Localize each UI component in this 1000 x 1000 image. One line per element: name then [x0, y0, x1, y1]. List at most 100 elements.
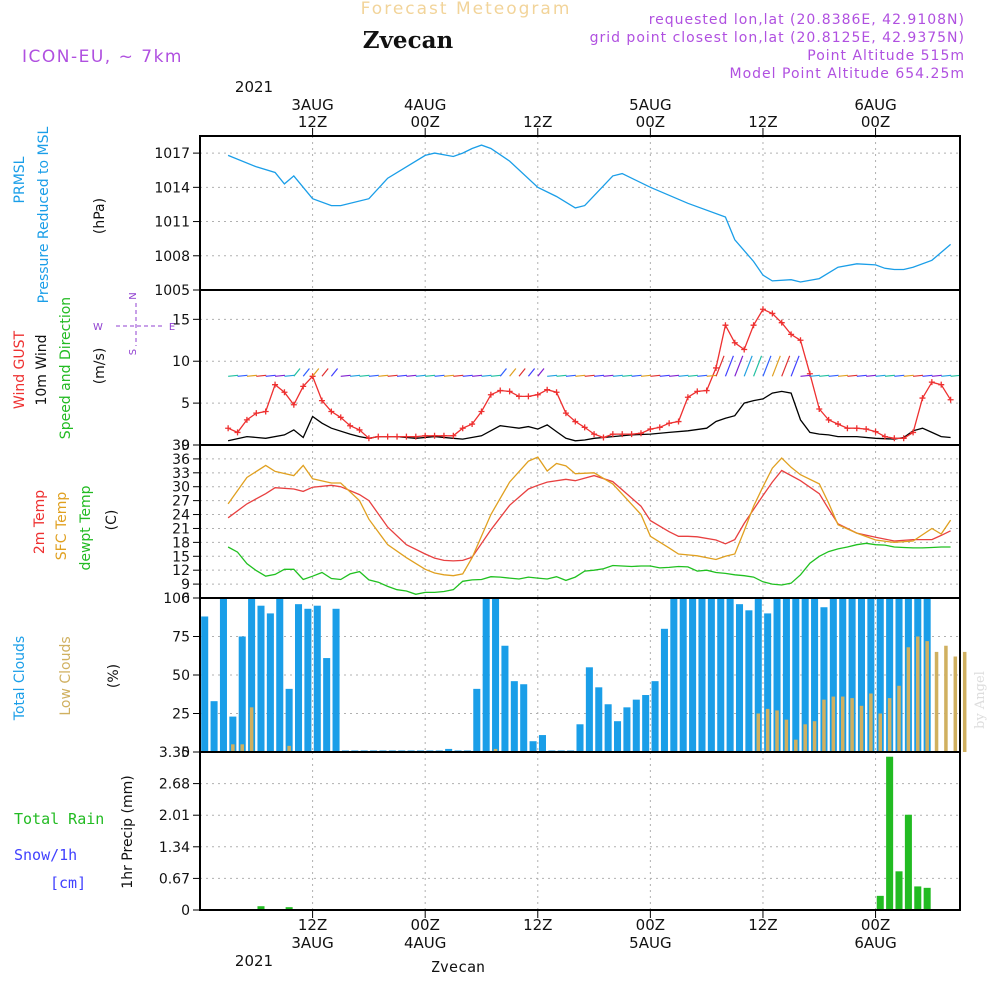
- wind-ytick-label-0: 0: [181, 438, 190, 454]
- gust-marker: [365, 435, 372, 442]
- wind-direction-arrow: [950, 374, 961, 377]
- total-cloud-bar: [229, 716, 237, 752]
- temperature-ytick-label-2: 12: [172, 563, 190, 579]
- gust-marker: [722, 322, 729, 329]
- total-cloud-bar: [895, 598, 903, 752]
- total-cloud-bar: [482, 598, 490, 752]
- total-cloud-bar: [642, 695, 650, 752]
- gust-marker: [759, 306, 766, 313]
- clouds-unit-label: (%): [106, 664, 122, 688]
- footer-location: Zvecan: [431, 958, 485, 976]
- pressure-ytick-label-1: 1008: [154, 249, 190, 265]
- top-hour-t12b: 12Z: [523, 113, 552, 131]
- wind-direction-arrow: [434, 374, 445, 377]
- wind-direction-arrow: [518, 368, 526, 377]
- total-cloud-bar: [313, 605, 321, 752]
- wind-direction-arrow: [425, 374, 436, 377]
- precip-ytick-label-2: 1.34: [159, 840, 190, 856]
- total-cloud-bar: [520, 684, 528, 752]
- gust-marker: [684, 394, 691, 401]
- gust-marker: [506, 388, 513, 395]
- gust-marker: [938, 381, 945, 388]
- wind-direction-arrow: [490, 374, 501, 377]
- wind-direction-arrow: [800, 374, 811, 377]
- temperature-line-sfc-temp: [227, 456, 952, 577]
- wind-direction-arrow: [913, 374, 924, 377]
- wind-direction-arrow: [359, 374, 370, 377]
- gust-marker: [450, 432, 457, 439]
- gust-marker: [422, 432, 429, 439]
- bottom-date-t12a: 3AUG: [291, 934, 333, 952]
- model-label: ICON-EU, ~ 7km: [22, 47, 183, 67]
- location-title: Zvecan: [363, 27, 454, 54]
- wind-direction-arrow: [499, 368, 507, 377]
- clouds-ytick-label-0: 0: [181, 745, 190, 761]
- wind-direction-arrow: [828, 374, 839, 377]
- wind-direction-arrow: [284, 374, 295, 377]
- wind-direction-arrow: [275, 374, 286, 377]
- low-cloud-bar: [249, 707, 254, 752]
- gust-marker: [694, 388, 701, 395]
- temperature-ytick-label-0: 6: [181, 591, 190, 607]
- gust-marker: [675, 418, 682, 425]
- total-cloud-bar: [754, 598, 762, 752]
- precip-unit-label: 1hr Precip (mm): [120, 775, 136, 888]
- total-cloud-bar: [473, 688, 481, 752]
- clouds-panel: 0 25 50 75 100: [163, 591, 967, 761]
- total-cloud-bar: [717, 598, 725, 752]
- precip-ytick-label-3: 2.01: [159, 808, 190, 824]
- rain-bar: [895, 871, 903, 910]
- total-cloud-bar: [276, 598, 284, 752]
- gust-marker: [647, 426, 654, 433]
- total-cloud-bar: [585, 667, 593, 752]
- wind-direction-arrow: [866, 374, 877, 377]
- gust-marker: [741, 346, 748, 353]
- gust-marker: [816, 405, 823, 412]
- wind10-label: 10m Wind: [34, 334, 50, 405]
- wind-direction-arrow: [350, 374, 361, 377]
- top-hour-t00a: 00Z: [410, 113, 439, 131]
- total-cloud-bar: [257, 605, 265, 752]
- gust-marker: [835, 421, 842, 428]
- wind-direction-arrow: [837, 374, 849, 377]
- total-cloud-bar: [829, 598, 837, 752]
- gust-marker: [591, 431, 598, 438]
- wind-direction-arrow: [687, 374, 698, 377]
- gust-marker: [375, 433, 382, 440]
- wind-direction-arrow: [715, 355, 725, 377]
- wind-direction-arrow: [809, 374, 820, 377]
- low-cloud-bar: [784, 719, 789, 752]
- rain-bar: [285, 907, 293, 910]
- total-cloud-bar: [248, 598, 256, 752]
- gust-marker: [525, 393, 532, 400]
- temperature-ytick-label-7: 27: [172, 494, 190, 510]
- rain-bar: [257, 906, 265, 910]
- low-cloud-bar: [925, 641, 929, 752]
- top-hour-t00b: 00Z: [636, 113, 665, 131]
- top-date-t00c: 6AUG: [854, 96, 896, 114]
- wind-direction-arrow: [875, 374, 886, 377]
- compass-w-label: W: [93, 322, 103, 333]
- gust-marker: [328, 408, 335, 415]
- gust-marker: [797, 337, 804, 344]
- low-cloud-bar: [240, 744, 244, 752]
- low-cloud-bar: [962, 651, 967, 752]
- total-cloud-bar: [510, 681, 518, 752]
- wind-direction-arrow: [340, 374, 351, 377]
- temp-unit-label: (C): [104, 510, 120, 531]
- gust-marker: [853, 425, 860, 432]
- gust-marker: [910, 429, 917, 436]
- wind-direction-arrow: [481, 374, 492, 377]
- wind-direction-arrow: [650, 374, 661, 377]
- total-cloud-bar: [764, 613, 772, 752]
- speed-dir-label: Speed and Direction: [58, 297, 74, 439]
- low-cloud-bar: [231, 744, 235, 752]
- temperature-ytick-label-4: 18: [172, 535, 190, 551]
- gust-marker: [412, 433, 419, 440]
- total-cloud-bar: [839, 598, 847, 752]
- temperature-ytick-label-10: 36: [172, 452, 190, 468]
- total-cloud-bar: [698, 598, 706, 752]
- wind-direction-arrow: [462, 374, 473, 377]
